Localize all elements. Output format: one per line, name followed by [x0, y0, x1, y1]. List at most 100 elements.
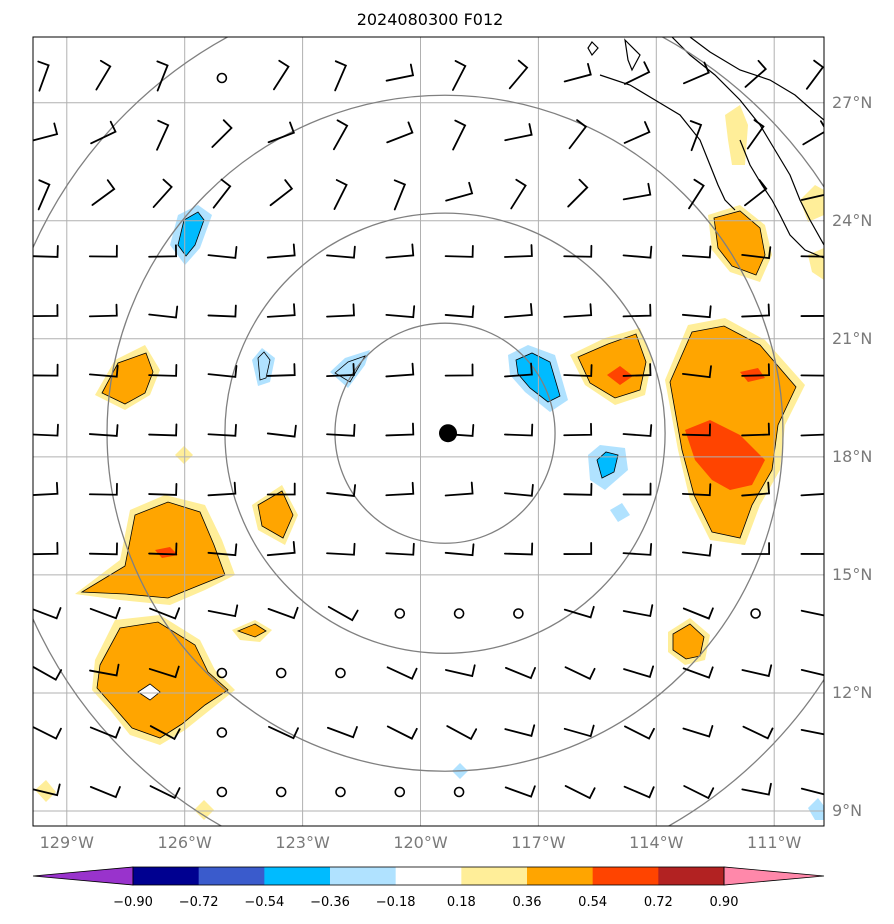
wind-barb [564, 785, 596, 800]
wind-barb [563, 364, 593, 377]
wind-barb [90, 120, 117, 145]
wind-barb [212, 178, 232, 209]
wind-barb [504, 785, 536, 798]
wind-barb [623, 61, 651, 85]
wind-barb [805, 59, 824, 90]
lon-label: 114°W [629, 833, 684, 852]
wind-barb [88, 244, 118, 258]
wind-barb [563, 482, 593, 496]
wind-barb [564, 666, 596, 680]
wind-barb [33, 303, 59, 317]
wind-barb [689, 120, 703, 152]
wind-barb [207, 481, 237, 497]
lon-label: 120°W [393, 833, 448, 852]
wind-barb [385, 362, 415, 378]
wind-barb [148, 542, 178, 556]
wind-barb [742, 725, 774, 740]
colorbar-segment [658, 867, 725, 885]
shade-blob [673, 624, 704, 659]
wind-barb [385, 422, 415, 437]
colorbar-tick-label: 0.54 [578, 895, 608, 910]
wind-barb [89, 607, 121, 620]
wind-barb [33, 726, 62, 740]
wind-barb [386, 666, 418, 680]
colorbar-tick-label: −0.18 [375, 895, 416, 910]
wind-barb [504, 542, 534, 556]
wind-barb [152, 178, 173, 208]
wind-barb [386, 725, 418, 740]
wind-barb [622, 363, 652, 377]
wind-barb [623, 121, 651, 144]
wind-barb [266, 424, 297, 438]
wind-barb [623, 665, 655, 679]
wind-barb [563, 303, 593, 318]
calm-wind-circle [275, 786, 287, 798]
wind-barb [746, 119, 765, 150]
wind-barb [268, 725, 299, 740]
wind-barb [393, 179, 407, 211]
calm-wind-circle [750, 608, 761, 619]
wind-barb [385, 243, 415, 259]
shade-blob [102, 353, 153, 404]
wind-barb [452, 119, 467, 151]
wind-barb [800, 194, 824, 201]
wind-barb [444, 481, 474, 497]
colorbar-segment [133, 867, 200, 885]
wind-barb [741, 664, 773, 678]
lon-label: 123°W [275, 833, 330, 852]
wind-barb [326, 484, 357, 497]
wind-barb [800, 493, 824, 497]
wind-barb [211, 119, 233, 148]
wind-barb [682, 725, 714, 738]
wind-barb [800, 553, 824, 555]
wind-barb [622, 182, 652, 201]
wind-barb [622, 424, 653, 437]
wind-barb [33, 541, 59, 556]
wind-barb [505, 666, 536, 680]
wind-barb [327, 605, 359, 622]
shade-blob [578, 334, 646, 398]
wind-barb [207, 423, 237, 437]
wind-barb [622, 482, 652, 496]
wind-barb [385, 63, 415, 82]
wind-barb [148, 423, 178, 437]
wind-barb [741, 782, 772, 796]
wind-barb [800, 433, 824, 437]
wind-barb [624, 725, 655, 740]
calm-wind-circle [453, 608, 465, 619]
lat-label: 27°N [832, 92, 873, 112]
wind-barb [332, 119, 349, 151]
wind-barb [156, 60, 169, 92]
wind-barb [89, 785, 121, 799]
wind-barb [445, 181, 474, 202]
colorbar-segment [395, 867, 462, 885]
wind-barb [682, 607, 714, 620]
wind-barb [504, 724, 536, 738]
wind-barb [681, 305, 712, 319]
wind-barb [622, 303, 652, 318]
wind-barb [89, 663, 120, 677]
wind-barb [266, 303, 296, 318]
wind-barb [266, 363, 296, 377]
colorbar [32, 866, 825, 886]
wind-barb [386, 121, 414, 144]
wind-barb [800, 609, 824, 617]
wind-barb [156, 119, 170, 151]
wind-barb [37, 60, 50, 92]
shade-blob [685, 420, 765, 490]
wind-barb [504, 423, 534, 437]
calm-wind-circle [394, 786, 406, 798]
shade-blob [330, 350, 370, 388]
wind-barb [385, 481, 415, 497]
wind-barb [33, 245, 59, 258]
anomaly-contours [80, 210, 797, 739]
colorbar-high-extend [723, 866, 825, 886]
shade-blob [97, 622, 228, 738]
wind-barb [266, 243, 296, 259]
wind-barb [800, 787, 824, 796]
wind-barb [88, 542, 118, 556]
wind-barb [744, 59, 768, 88]
wind-barb [681, 483, 712, 497]
calm-wind-circle [275, 667, 287, 679]
wind-barb [504, 362, 533, 378]
